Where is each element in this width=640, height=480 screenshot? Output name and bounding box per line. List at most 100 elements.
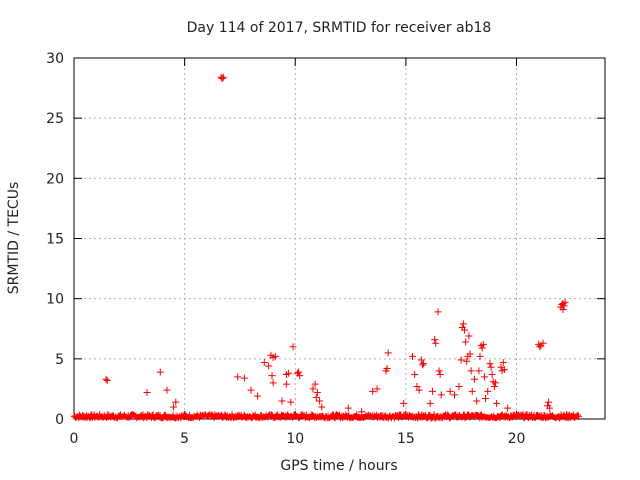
data-point <box>561 298 569 306</box>
data-point <box>219 73 227 81</box>
data-point <box>384 349 392 357</box>
data-point <box>491 379 499 387</box>
data-point <box>566 411 574 419</box>
y-axis-label: SRMTID / TECUs <box>6 182 22 295</box>
data-point <box>268 372 276 380</box>
baseline-point <box>426 411 433 418</box>
data-point <box>295 368 303 376</box>
data-point <box>170 403 178 411</box>
x-tick-label: 10 <box>286 431 304 447</box>
data-point <box>437 391 445 399</box>
data-point <box>462 338 470 346</box>
plot-area-frame <box>73 57 606 420</box>
data-point <box>482 395 490 403</box>
data-point <box>468 387 476 395</box>
data-point <box>278 397 286 405</box>
data-point <box>486 360 494 368</box>
y-tick-labels: 0 5 10 15 20 25 30 <box>46 51 64 428</box>
data-point <box>463 357 471 365</box>
data-point <box>218 74 226 82</box>
data-point <box>271 352 279 360</box>
data-point <box>156 368 164 376</box>
x-tick-labels: 0 5 10 15 20 <box>70 431 526 447</box>
data-points <box>71 73 582 422</box>
data-point <box>574 413 582 421</box>
data-point <box>487 363 495 371</box>
data-point <box>488 370 496 378</box>
data-point <box>418 361 426 369</box>
data-point <box>490 383 498 391</box>
data-point <box>382 367 390 375</box>
data-point <box>344 404 352 412</box>
data-point <box>459 320 467 328</box>
data-point <box>240 374 248 382</box>
x-tick-label: 0 <box>70 431 79 447</box>
y-tick-label: 15 <box>46 232 64 248</box>
data-point <box>254 392 262 400</box>
data-point <box>465 332 473 340</box>
data-point <box>373 385 381 393</box>
data-point <box>234 373 242 381</box>
data-point <box>309 385 317 393</box>
x-axis-label: GPS time / hours <box>280 458 397 474</box>
baseline-point <box>149 411 156 418</box>
data-point <box>493 399 501 407</box>
data-point <box>143 389 151 397</box>
data-point <box>539 339 547 347</box>
data-point <box>560 302 568 310</box>
data-point <box>358 408 366 416</box>
data-point <box>475 367 483 375</box>
x-tick-label: 20 <box>508 431 526 447</box>
data-point <box>289 343 297 351</box>
grid-lines <box>74 58 605 419</box>
data-point <box>476 352 484 360</box>
data-point <box>473 397 481 405</box>
data-point <box>287 398 295 406</box>
data-point <box>436 370 444 378</box>
data-point <box>500 366 508 374</box>
data-point <box>434 308 442 316</box>
data-point <box>415 386 423 394</box>
data-point <box>467 367 475 375</box>
data-point <box>265 362 273 370</box>
data-point <box>417 356 425 364</box>
data-point <box>446 387 454 395</box>
data-point <box>420 360 428 368</box>
data-point <box>559 305 567 313</box>
y-tick-label: 25 <box>46 111 64 127</box>
data-point <box>102 375 110 383</box>
data-point <box>369 387 377 395</box>
data-point <box>312 393 320 401</box>
data-point <box>431 336 439 344</box>
data-point <box>451 391 459 399</box>
data-point <box>269 379 277 387</box>
data-point <box>413 383 421 391</box>
data-point <box>172 398 180 406</box>
data-point <box>470 375 478 383</box>
data-point <box>313 389 321 397</box>
y-tick-label: 20 <box>46 171 64 187</box>
data-point <box>432 339 440 347</box>
data-point <box>480 373 488 381</box>
y-tick-label: 0 <box>55 412 64 428</box>
baseline-point <box>241 411 248 418</box>
y-tick-label: 30 <box>46 51 64 67</box>
data-point <box>296 372 304 380</box>
baseline-point <box>395 415 402 422</box>
data-point <box>411 370 419 378</box>
data-point <box>247 386 255 394</box>
data-point <box>479 340 487 348</box>
data-point <box>435 367 443 375</box>
data-point <box>282 380 290 388</box>
data-point <box>478 344 486 352</box>
data-point <box>504 404 512 412</box>
data-point <box>316 397 324 405</box>
data-point <box>428 387 436 395</box>
data-point <box>484 387 492 395</box>
y-tick-label: 10 <box>46 292 64 308</box>
data-point <box>409 352 417 360</box>
baseline-point <box>431 411 438 418</box>
data-point <box>455 383 463 391</box>
data-point <box>536 343 544 351</box>
